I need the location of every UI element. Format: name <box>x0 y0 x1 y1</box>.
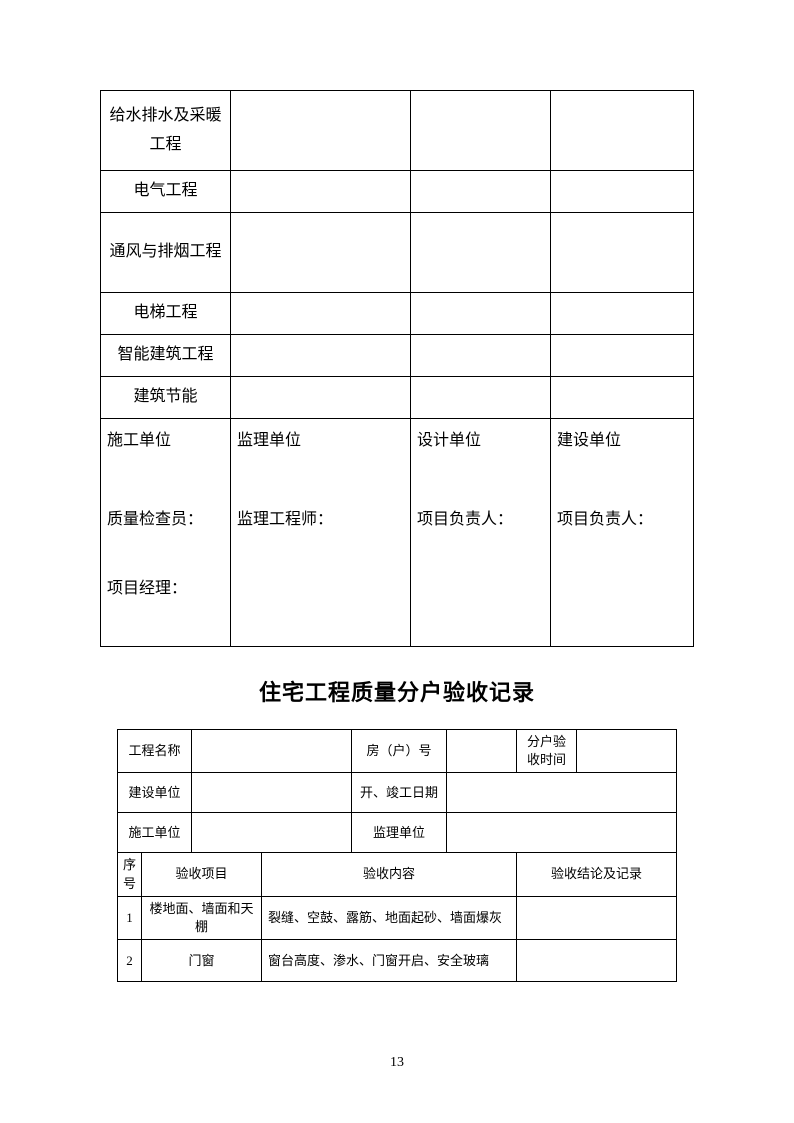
row-content: 窗台高度、渗水、门窗开启、安全玻璃 <box>262 940 517 982</box>
section-title: 住宅工程质量分户验收记录 <box>100 675 694 707</box>
sig-label: 项目负责人： <box>557 506 687 535</box>
cell <box>551 293 694 335</box>
header-cell: 序号 <box>118 853 142 896</box>
cell <box>192 730 352 773</box>
header-cell: 建设单位 <box>118 773 192 813</box>
cell <box>192 773 352 813</box>
cell <box>411 171 551 213</box>
cell <box>411 293 551 335</box>
cell <box>447 773 677 813</box>
header-cell: 验收项目 <box>142 853 262 896</box>
row-result <box>517 940 677 982</box>
cell <box>231 293 411 335</box>
cell <box>447 813 677 853</box>
header-cell: 施工单位 <box>118 813 192 853</box>
cell <box>551 377 694 419</box>
cell <box>411 377 551 419</box>
signature-cell-construction: 施工单位 质量检查员： 项目经理： <box>101 419 231 647</box>
sig-label: 设计单位 <box>417 427 544 456</box>
acceptance-record-table: 工程名称 房（户）号 分户验收时间 建设单位 开、竣工日期 施工单位 监理单位 … <box>117 729 677 982</box>
signature-cell-build: 建设单位 项目负责人： <box>551 419 694 647</box>
cell <box>411 91 551 171</box>
header-cell: 验收内容 <box>262 853 517 896</box>
signature-cell-supervision: 监理单位 监理工程师： <box>231 419 411 647</box>
cell <box>447 730 517 773</box>
cell <box>551 335 694 377</box>
header-cell: 房（户）号 <box>352 730 447 773</box>
sig-label: 项目负责人： <box>417 506 544 535</box>
engineering-table: 给水排水及采暖工程 电气工程 通风与排烟工程 电梯工程 智能建筑工程 建筑节能 <box>100 90 694 647</box>
sig-label: 质量检查员： <box>107 506 224 535</box>
sig-label: 监理单位 <box>237 427 404 456</box>
page-number: 13 <box>0 1055 794 1071</box>
row-item: 楼地面、墙面和天棚 <box>142 896 262 939</box>
cell <box>231 91 411 171</box>
cell <box>231 335 411 377</box>
row-num: 1 <box>118 896 142 939</box>
row-label: 智能建筑工程 <box>101 335 231 377</box>
row-content: 裂缝、空鼓、露筋、地面起砂、墙面爆灰 <box>262 896 517 939</box>
row-label: 电气工程 <box>101 171 231 213</box>
header-cell: 工程名称 <box>118 730 192 773</box>
header-cell: 监理单位 <box>352 813 447 853</box>
row-label: 电梯工程 <box>101 293 231 335</box>
sig-label: 建设单位 <box>557 427 687 456</box>
cell <box>577 730 677 773</box>
cell <box>231 171 411 213</box>
cell <box>551 91 694 171</box>
cell <box>192 813 352 853</box>
cell <box>231 213 411 293</box>
sig-label: 项目经理： <box>107 575 224 604</box>
row-result <box>517 896 677 939</box>
row-label: 建筑节能 <box>101 377 231 419</box>
header-cell: 开、竣工日期 <box>352 773 447 813</box>
header-cell: 验收结论及记录 <box>517 853 677 896</box>
sig-label: 施工单位 <box>107 427 224 456</box>
row-label: 给水排水及采暖工程 <box>101 91 231 171</box>
row-label: 通风与排烟工程 <box>101 213 231 293</box>
cell <box>231 377 411 419</box>
cell <box>551 213 694 293</box>
row-item: 门窗 <box>142 940 262 982</box>
header-cell: 分户验收时间 <box>517 730 577 773</box>
row-num: 2 <box>118 940 142 982</box>
cell <box>551 171 694 213</box>
sig-label: 监理工程师： <box>237 506 404 535</box>
cell <box>411 213 551 293</box>
cell <box>411 335 551 377</box>
signature-cell-design: 设计单位 项目负责人： <box>411 419 551 647</box>
